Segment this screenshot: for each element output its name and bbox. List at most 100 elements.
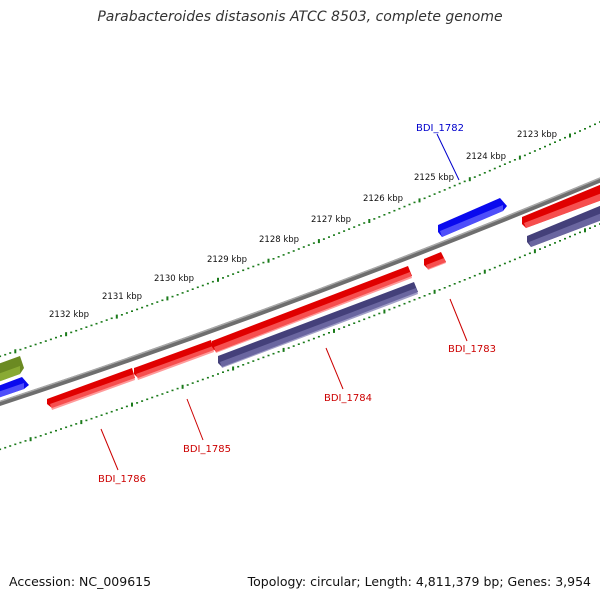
outer-tick	[191, 288, 194, 290]
inner-tick	[196, 380, 199, 383]
inner-tick	[105, 412, 108, 415]
outer-tick	[528, 152, 531, 154]
inner-tick-ring	[0, 223, 600, 451]
inner-tick	[115, 409, 118, 411]
inner-tick	[292, 345, 295, 347]
outer-tick	[55, 336, 57, 339]
inner-tick	[39, 435, 42, 437]
outer-tick	[564, 136, 566, 139]
inner-tick	[176, 387, 179, 390]
outer-tick	[358, 224, 361, 226]
inner-tick	[358, 320, 361, 323]
outer-tick	[60, 335, 62, 337]
tick-label: 2125 kbp	[414, 173, 454, 183]
outer-tick	[549, 143, 551, 146]
outer-tick	[156, 301, 159, 303]
inner-tick	[146, 398, 149, 401]
inner-tick	[217, 373, 219, 375]
outer-tick	[39, 342, 42, 344]
outer-tick	[579, 130, 581, 132]
inner-tick	[438, 289, 441, 291]
outer-tick	[353, 226, 356, 228]
tick-label: 2127 kbp	[311, 215, 351, 225]
outer-tick	[85, 326, 88, 328]
outer-tick	[307, 244, 310, 246]
inner-tick	[312, 337, 315, 340]
outer-tick	[363, 222, 366, 224]
inner-tick	[272, 352, 275, 355]
inner-tick	[55, 429, 57, 432]
outer-tick	[125, 312, 128, 314]
inner-tick	[569, 235, 571, 238]
outer-tick	[227, 275, 230, 277]
leader-BDI_1785	[186, 398, 204, 441]
genome-backbone	[0, 177, 600, 406]
outer-tick	[9, 352, 12, 354]
outer-tick	[297, 248, 300, 250]
inner-tick	[156, 394, 159, 397]
outer-tick	[423, 197, 426, 200]
inner-tick	[584, 228, 586, 233]
outer-tick	[413, 201, 416, 204]
outer-tick	[328, 236, 330, 238]
inner-tick	[19, 441, 22, 444]
outer-tick	[488, 169, 491, 172]
outer-tick	[237, 271, 240, 273]
outer-tick	[333, 234, 335, 236]
inner-tick	[161, 393, 164, 395]
inner-tick	[343, 326, 346, 328]
inner-tick	[468, 277, 471, 279]
outer-tick	[513, 159, 516, 161]
inner-tick	[418, 297, 421, 299]
inner-tick	[453, 283, 456, 285]
inner-tick	[0, 448, 2, 451]
outer-tick	[317, 239, 320, 244]
inner-tick	[373, 314, 376, 317]
outer-tick	[453, 184, 456, 187]
outer-tick	[322, 238, 325, 240]
outer-tick	[408, 203, 411, 206]
inner-tick	[513, 258, 516, 261]
outer-tick	[503, 163, 506, 165]
inner-tick	[503, 262, 506, 265]
inner-tick	[533, 249, 536, 254]
outer-tick	[201, 284, 204, 287]
inner-tick	[181, 384, 184, 389]
outer-tick	[136, 308, 139, 311]
tick-label: 2129 kbp	[207, 255, 247, 265]
inner-tick	[518, 256, 521, 259]
outer-tick	[574, 132, 576, 135]
inner-tick	[433, 289, 436, 294]
label-leaders	[100, 133, 468, 471]
outer-tick	[348, 228, 351, 230]
inner-tick	[488, 268, 491, 271]
outer-tick	[559, 139, 561, 141]
inner-tick	[247, 362, 250, 364]
inner-tick	[549, 244, 551, 246]
inner-tick	[463, 279, 466, 281]
tick-label: 2130 kbp	[154, 274, 194, 284]
outer-tick	[282, 254, 285, 256]
outer-tick	[90, 324, 93, 327]
inner-tick	[388, 308, 391, 311]
inner-tick	[423, 295, 426, 297]
outer-tick	[70, 331, 73, 334]
outer-tick	[448, 186, 451, 189]
outer-tick	[29, 345, 32, 347]
inner-tick	[4, 446, 7, 449]
inner-tick	[120, 407, 123, 409]
outer-tick	[388, 212, 391, 214]
outer-tick	[312, 242, 315, 244]
inner-tick	[206, 376, 209, 379]
outer-tick	[398, 207, 401, 210]
outer-tick	[272, 258, 275, 260]
inner-tick	[186, 384, 189, 386]
outer-tick	[65, 332, 68, 337]
inner-tick	[85, 419, 88, 422]
gene-labels: BDI_1782 BDI_1783 BDI_1784 BDI_1785 BDI_…	[98, 123, 496, 485]
leader-BDI_1784	[325, 347, 344, 390]
inner-tick	[528, 252, 531, 255]
outer-tick	[438, 191, 441, 193]
outer-tick	[428, 195, 431, 197]
